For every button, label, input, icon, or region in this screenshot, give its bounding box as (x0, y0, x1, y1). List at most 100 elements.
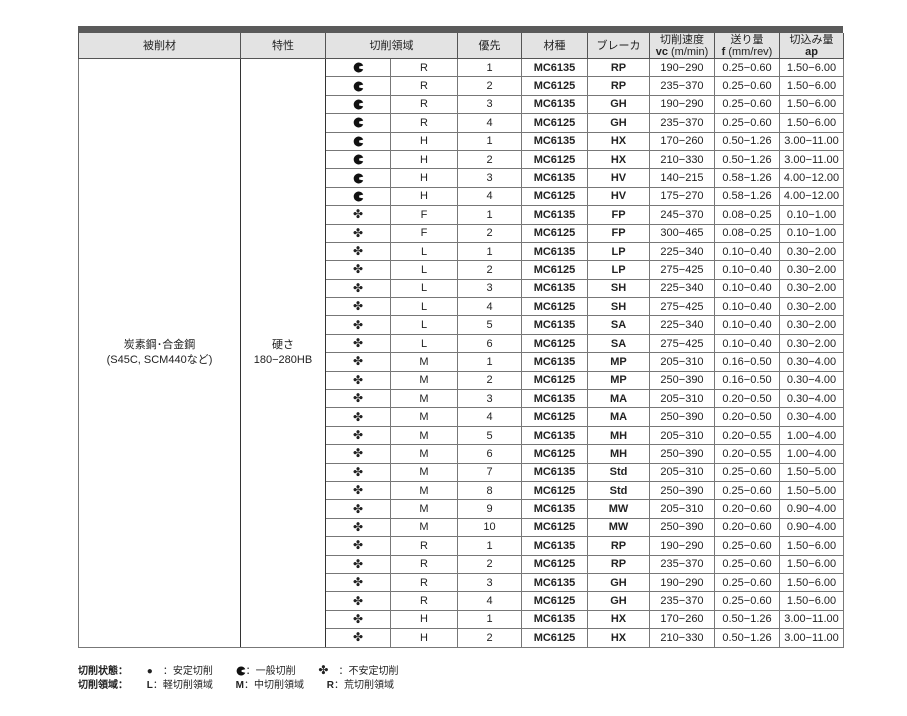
region-cell: H (390, 186, 458, 207)
breaker-cell: Std (587, 480, 650, 501)
region-cell: R (390, 57, 458, 78)
general-cut-icon (353, 191, 363, 202)
depth-cell: 0.30−4.00 (779, 352, 844, 372)
priority-cell: 1 (457, 131, 522, 151)
breaker-cell: RP (587, 536, 650, 556)
work-material-cell: 炭素鋼･合金鋼 (S45C, SCM440など) (78, 58, 241, 648)
priority-cell: 1 (457, 352, 522, 372)
priority-cell: 5 (457, 425, 522, 446)
unstable-cut-icon: ✤ (352, 501, 364, 516)
region-cell: M (390, 389, 458, 409)
cutting-state-cell (325, 113, 391, 133)
breaker-cell: MP (587, 352, 650, 372)
breaker-cell: FP (587, 223, 650, 243)
priority-cell: 2 (457, 370, 522, 391)
speed-cell: 275−425 (649, 297, 715, 317)
region-cell: M (390, 517, 458, 538)
cutting-state-cell: ✤ (325, 370, 391, 391)
priority-cell: 3 (457, 168, 522, 188)
priority-cell: 10 (457, 517, 522, 538)
breaker-cell: HX (587, 149, 650, 170)
breaker-cell: GH (587, 572, 650, 593)
cutting-state-cell: ✤ (325, 223, 391, 243)
table-row: ✤ M 4 MC6125 MA 250−390 0.20−0.50 0.30−4.00 (79, 407, 844, 427)
general-cut-icon (353, 173, 363, 184)
unstable-cut-icon: ✤ (352, 446, 364, 461)
unstable-cut-icon: ✤ (352, 225, 364, 240)
cutting-state-cell: ✤ (325, 205, 391, 225)
depth-cell: 0.30−2.00 (779, 241, 844, 262)
region-cell: M (390, 352, 458, 372)
feed-cell: 0.25−0.60 (714, 94, 780, 115)
unstable-cut-icon: ✤ (352, 630, 364, 645)
breaker-cell: MW (587, 517, 650, 538)
cutting-state-cell (325, 168, 391, 188)
speed-cell: 205−310 (649, 389, 715, 409)
grade-cell: MC6125 (521, 260, 588, 280)
priority-cell: 1 (457, 609, 522, 630)
property-cell: 硬さ 180−280HB (240, 58, 326, 648)
cutting-state-cell: ✤ (325, 389, 391, 409)
speed-cell: 225−340 (649, 278, 715, 299)
depth-cell: 0.30−2.00 (779, 260, 844, 280)
cutting-state-cell: ✤ (325, 241, 391, 262)
feed-cell: 0.10−0.40 (714, 260, 780, 280)
depth-cell: 1.50−6.00 (779, 113, 844, 133)
grade-cell: MC6125 (521, 186, 588, 207)
region-cell: L (390, 260, 458, 280)
legend-light-key: L (146, 680, 153, 691)
breaker-cell: HV (587, 186, 650, 207)
col-property: 特性 (240, 33, 326, 59)
grade-cell: MC6125 (521, 444, 588, 464)
priority-cell: 3 (457, 572, 522, 593)
feed-cell: 0.20−0.60 (714, 517, 780, 538)
depth-symbol: ap (805, 45, 818, 58)
speed-cell: 205−310 (649, 499, 715, 519)
speed-symbol: vc (655, 45, 668, 58)
table-row: ✤ M 9 MC6135 MW 205−310 0.20−0.60 0.90−4.00 (79, 499, 844, 519)
speed-cell: 275−425 (649, 260, 715, 280)
breaker-cell: SH (587, 297, 650, 317)
breaker-cell: MA (587, 407, 650, 427)
unstable-cut-icon: ✤ (352, 428, 364, 442)
unstable-cut-icon: ✤ (352, 372, 364, 387)
general-cut-icon (353, 118, 363, 128)
col-feed: 送り量 f (mm/rev) (714, 33, 780, 59)
feed-cell: 0.08−0.25 (714, 205, 780, 225)
grade-cell: MC6135 (521, 425, 588, 446)
legend-stable-text: ：安定切削 (162, 666, 213, 677)
depth-cell: 3.00−11.00 (779, 131, 844, 151)
cutting-state-cell: ✤ (325, 499, 391, 519)
priority-cell: 1 (457, 205, 522, 225)
speed-cell: 170−260 (649, 609, 715, 630)
grade-cell: MC6125 (521, 297, 588, 317)
grade-cell: MC6135 (521, 278, 588, 299)
region-cell: R (390, 572, 458, 593)
feed-cell: 0.25−0.60 (714, 57, 780, 78)
feed-cell: 0.10−0.40 (714, 278, 780, 299)
unstable-cut-icon: ✤ (352, 336, 364, 351)
cutting-state-cell (325, 57, 391, 78)
depth-cell: 3.00−11.00 (779, 149, 844, 170)
feed-cell: 0.25−0.60 (714, 536, 780, 556)
breaker-cell: MA (587, 389, 650, 409)
grade-cell: MC6125 (521, 480, 588, 501)
cutting-state-cell: ✤ (325, 278, 391, 299)
speed-cell: 225−340 (649, 241, 715, 262)
general-cut-icon (353, 154, 363, 165)
legend-unstable: ✤ ：不安定切削 (318, 663, 408, 677)
region-cell: L (390, 315, 458, 335)
speed-cell: 190−290 (649, 57, 715, 78)
breaker-cell: HX (587, 628, 650, 648)
depth-cell: 1.50−6.00 (779, 536, 844, 556)
speed-cell: 140−215 (649, 168, 715, 188)
cutting-state-cell: ✤ (325, 315, 391, 335)
region-cell: L (390, 241, 458, 262)
speed-cell: 190−290 (649, 536, 715, 556)
speed-cell: 205−310 (649, 462, 715, 482)
table-row: H 2 MC6125 HX 210−330 0.50−1.26 3.00−11.00 (79, 149, 844, 170)
depth-cell: 0.30−4.00 (779, 370, 844, 391)
grade-cell: MC6135 (521, 389, 588, 409)
breaker-cell: HX (587, 609, 650, 630)
table-row: ✤ M 7 MC6135 Std 205−310 0.25−0.60 1.50−5.00 (79, 462, 844, 482)
